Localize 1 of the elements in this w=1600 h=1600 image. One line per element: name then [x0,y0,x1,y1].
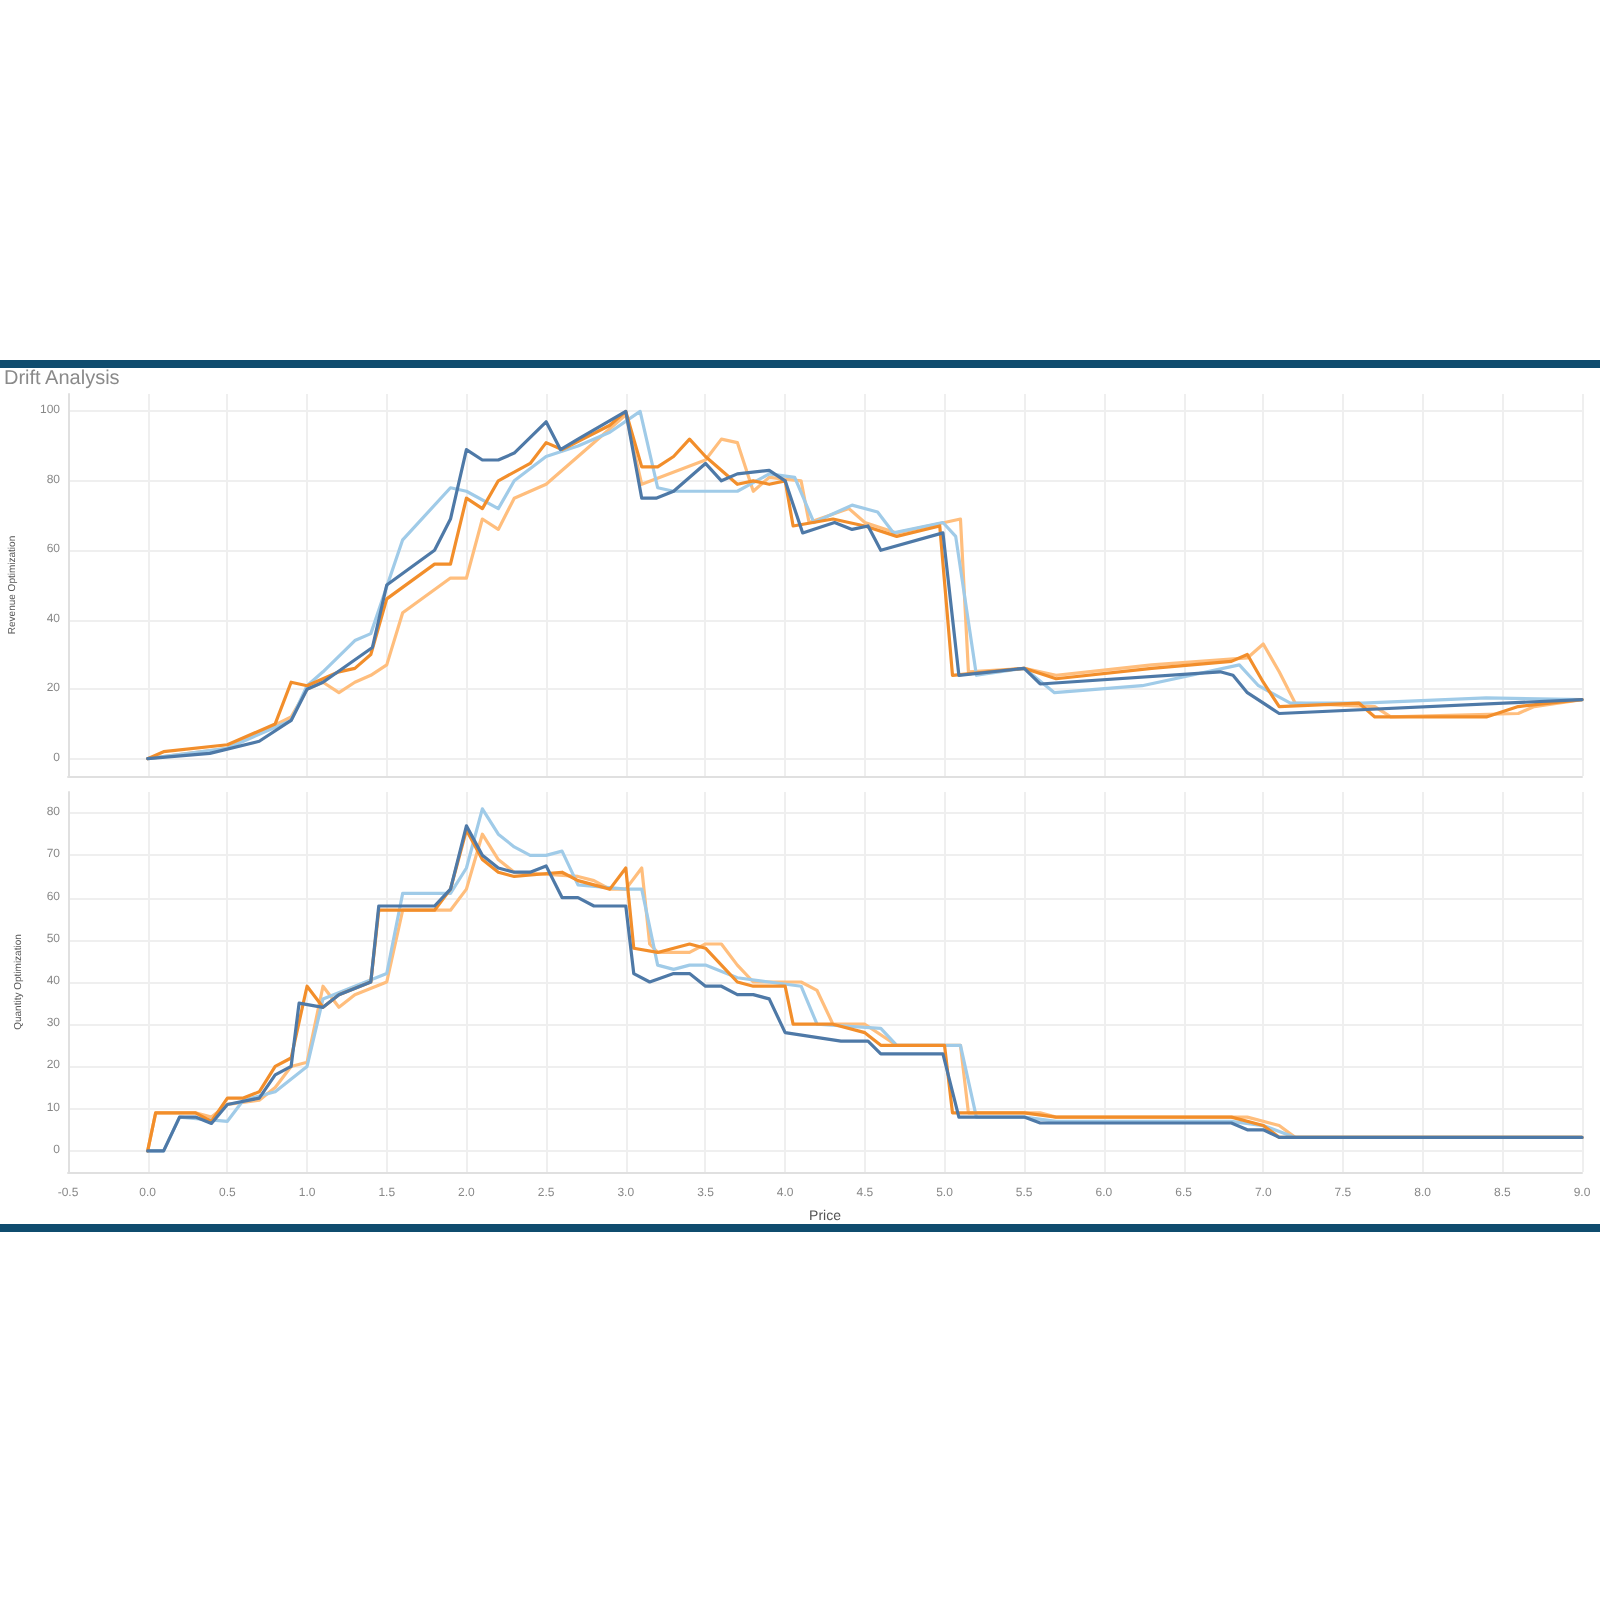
chart-title: Drift Analysis [4,368,120,390]
